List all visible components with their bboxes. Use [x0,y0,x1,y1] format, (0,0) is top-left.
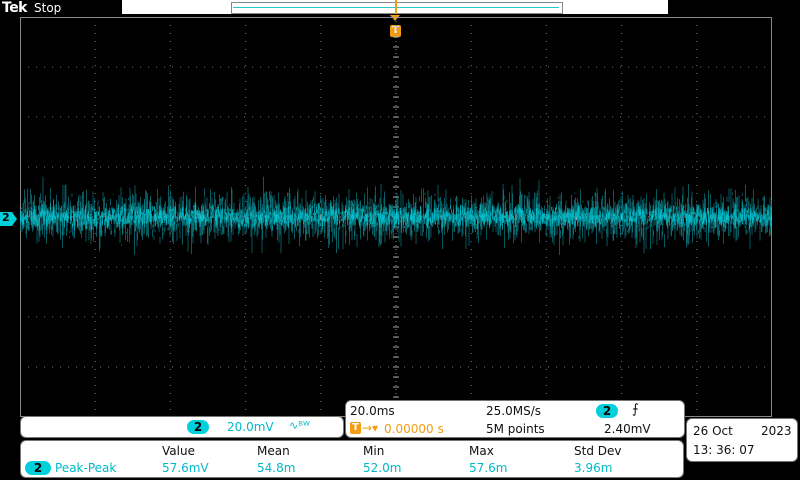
measure-header-stddev: Std Dev [574,444,622,458]
top-status-bar: Tek Stop [0,0,800,16]
datetime-panel: 26 Oct 2023 13: 36: 07 [686,418,798,462]
sample-rate: 25.0MS/s [486,404,541,418]
measure-stddev: 3.96m [574,461,613,475]
trigger-position-marker[interactable]: T [390,25,401,37]
measure-header-mean: Mean [257,444,290,458]
measure-header-max: Max [469,444,494,458]
trigger-source-badge: 2 [596,404,618,418]
channel-badge: 2 [187,420,209,434]
trigger-slope-icon: ⨍ [632,402,639,417]
record-trigger-marker [395,0,397,14]
measure-max: 57.6m [469,461,508,475]
trigger-position-icon: T [350,422,361,434]
trigger-level: 2.40mV [604,422,651,436]
vertical-scale: 20.0mV [227,420,274,434]
date-day-month: 26 Oct [693,424,733,438]
measure-mean: 54.8m [257,461,296,475]
oscilloscope-graticule [20,17,772,417]
measure-channel-badge: 2 [25,461,51,475]
measure-value: 57.6mV [162,461,209,475]
waveform-trace [20,200,772,234]
measure-name: Peak-Peak [55,461,117,475]
brand-logo: Tek [2,0,28,16]
measure-min: 52.0m [363,461,402,475]
clock-time: 13: 36: 07 [693,443,755,457]
channel-ground-marker[interactable]: 2 [0,211,17,226]
channel-ground-label: 2 [2,211,10,224]
measure-header-value: Value [162,444,195,458]
channel-info-panel[interactable]: 2 20.0mV ∿ᴮᵂ [20,416,344,438]
bandwidth-limit-icon: ∿ᴮᵂ [289,419,310,432]
acquisition-state: Stop [34,1,62,15]
record-length: 5M points [486,422,545,436]
date-year: 2023 [761,424,792,438]
horizontal-trigger-panel[interactable]: 20.0ms 25.0MS/s 2 ⨍ T →▾ 0.00000 s 5M po… [345,400,685,438]
trigger-position-readout: 0.00000 s [384,422,444,436]
record-view-window [231,2,563,14]
measure-header-min: Min [363,444,385,458]
measurement-panel[interactable]: Value Mean Min Max Std Dev 2 Peak-Peak 5… [20,440,684,478]
time-per-division: 20.0ms [350,404,395,418]
trigger-arrow-glyph: →▾ [362,421,379,435]
